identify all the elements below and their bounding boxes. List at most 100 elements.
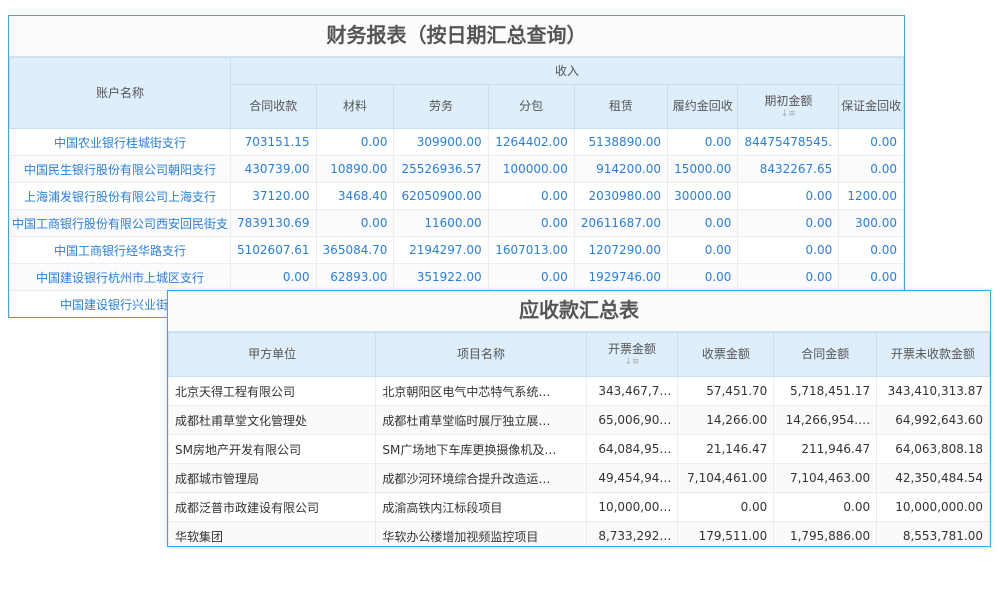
sort-icon[interactable]: ↓≡ [624, 357, 640, 367]
table-row[interactable]: 中国工商银行股份有限公司西安回民街支 7839130.69 0.00 11600.00… [9, 209, 904, 237]
column-header[interactable]: 开票金额 ↓≡ [585, 332, 679, 377]
amount-cell: 0.00 [667, 209, 739, 237]
column-header-label: 合同金额 [801, 347, 850, 361]
sort-icon[interactable]: ↓≡ [780, 109, 796, 119]
amount-cell: 14,266,954.… [773, 405, 878, 435]
amount-cell: 10,000,00… [585, 492, 679, 522]
amount-cell: 343,410,313.87 [876, 376, 990, 406]
amount-cell: 42,350,484.54 [876, 463, 990, 493]
amount-cell: 309900.00 [393, 128, 489, 156]
client-cell: 成都城市管理局 [168, 463, 377, 493]
column-header[interactable]: 收票金额 [677, 332, 775, 377]
amount-cell: 8432267.65 [737, 155, 840, 183]
amount-cell: 64,992,643.60 [876, 405, 990, 435]
amount-cell: 21,146.47 [677, 434, 775, 464]
amount-cell: 703151.15 [230, 128, 317, 156]
amount-cell: 5138890.00 [573, 128, 669, 156]
receivable-table: 甲方单位 项目名称 开票金额 ↓≡ 收票金额 合同金额 开票未收款金额 北京天得工程有限公司… [168, 332, 990, 546]
account-name-cell[interactable]: 上海浦发银行股份有限公司上海支行 [9, 182, 232, 210]
amount-cell: 0.00 [487, 263, 575, 291]
amount-cell: 0.00 [667, 236, 739, 264]
table-row[interactable]: 中国建设银行杭州市上城区支行 0.00 62893.00 351922.00 0.00 1… [9, 263, 904, 291]
column-header-label: 开票未收款金额 [891, 347, 976, 361]
amount-cell: 0.00 [667, 128, 739, 156]
column-header[interactable]: 劳务 [393, 84, 489, 129]
amount-cell: 7839130.69 [230, 209, 317, 237]
amount-cell: 49,454,94… [585, 463, 679, 493]
project-cell: 华软办公楼增加视频监控项目 [375, 521, 587, 546]
amount-cell: 1200.00 [838, 182, 904, 210]
table-row[interactable]: 成都城市管理局 成都沙河环境综合提升改造运… 49,454,94… 7,104,461… [168, 463, 990, 493]
amount-cell: 57,451.70 [677, 376, 775, 406]
amount-cell: 84475478545. [737, 128, 840, 156]
amount-cell: 100000.00 [487, 155, 575, 183]
column-header[interactable]: 合同金额 [773, 332, 878, 377]
table-row[interactable]: 中国民生银行股份有限公司朝阳支行 430739.00 10890.00 2552693… [9, 155, 904, 183]
amount-cell: 8,733,292… [585, 521, 679, 546]
project-cell: 成渝高铁内江标段项目 [375, 492, 587, 522]
amount-cell: 0.00 [315, 209, 395, 237]
amount-cell: 0.00 [230, 263, 317, 291]
amount-cell: 7,104,463.00 [773, 463, 878, 493]
amount-cell: 0.00 [737, 263, 840, 291]
amount-cell: 5102607.61 [230, 236, 317, 264]
column-header[interactable]: 材料 [315, 84, 395, 129]
column-header[interactable]: 租赁 [573, 84, 669, 129]
amount-cell: 0.00 [667, 263, 739, 291]
amount-cell: 10890.00 [315, 155, 395, 183]
project-cell: 成都杜甫草堂临时展厅独立展… [375, 405, 587, 435]
amount-cell: 5,718,451.17 [773, 376, 878, 406]
table-row[interactable]: 上海浦发银行股份有限公司上海支行 37120.00 3468.40 62050900.… [9, 182, 904, 210]
amount-cell: 365084.70 [315, 236, 395, 264]
column-header-label: 分包 [519, 99, 544, 113]
receivable-summary-panel: 应收款汇总表 甲方单位 项目名称 开票金额 ↓≡ 收票金额 合同金额 开票未收款金额 北京天… [167, 290, 991, 547]
project-cell: 北京朝阳区电气中芯特气系统… [375, 376, 587, 406]
amount-cell: 14,266.00 [677, 405, 775, 435]
amount-cell: 0.00 [315, 128, 395, 156]
column-header[interactable]: 甲方单位 [168, 332, 377, 377]
amount-cell: 1929746.00 [573, 263, 669, 291]
table-row[interactable]: SM房地产开发有限公司 SM广场地下车库更换摄像机及… 64,084,95… 21,1… [168, 434, 990, 464]
table-row[interactable]: 华软集团 华软办公楼增加视频监控项目 8,733,292… 179,511.00 1,7… [168, 521, 990, 546]
amount-cell: 1207290.00 [573, 236, 669, 264]
amount-cell: 7,104,461.00 [677, 463, 775, 493]
amount-cell: 65,006,90… [585, 405, 679, 435]
column-header-label: 开票金额 [607, 342, 656, 356]
account-name-cell[interactable]: 中国农业银行桂城街支行 [9, 128, 232, 156]
table-row[interactable]: 中国农业银行桂城街支行 703151.15 0.00 309900.00 1264402… [9, 128, 904, 156]
table-row[interactable]: 成都杜甫草堂文化管理处 成都杜甫草堂临时展厅独立展… 65,006,90… 14,26… [168, 405, 990, 435]
account-name-cell[interactable]: 中国工商银行经华路支行 [9, 236, 232, 264]
amount-cell: 0.00 [838, 263, 904, 291]
column-header-label: 履约金回收 [672, 99, 733, 113]
column-header[interactable]: 项目名称 [375, 332, 587, 377]
amount-cell: 351922.00 [393, 263, 489, 291]
column-header[interactable]: 履约金回收 [667, 84, 739, 129]
account-name-cell[interactable]: 中国民生银行股份有限公司朝阳支行 [9, 155, 232, 183]
amount-cell: 62893.00 [315, 263, 395, 291]
column-header[interactable]: 分包 [487, 84, 575, 129]
column-header[interactable]: 合同收款 [230, 84, 317, 129]
amount-cell: 914200.00 [573, 155, 669, 183]
client-cell: SM房地产开发有限公司 [168, 434, 377, 464]
table-row[interactable]: 成都泛普市政建设有限公司 成渝高铁内江标段项目 10,000,00… 0.00 0.00… [168, 492, 990, 522]
amount-cell: 8,553,781.00 [876, 521, 990, 546]
amount-cell: 15000.00 [667, 155, 739, 183]
column-header[interactable]: 保证金回收 [838, 84, 904, 129]
amount-cell: 1,795,886.00 [773, 521, 878, 546]
column-header-label: 保证金回收 [841, 99, 902, 113]
column-header[interactable]: 期初金额 ↓≡ [737, 84, 840, 129]
project-cell: SM广场地下车库更换摄像机及… [375, 434, 587, 464]
column-header-label: 合同收款 [249, 99, 298, 113]
client-cell: 北京天得工程有限公司 [168, 376, 377, 406]
account-name-cell[interactable]: 中国建设银行杭州市上城区支行 [9, 263, 232, 291]
client-cell: 成都泛普市政建设有限公司 [168, 492, 377, 522]
amount-cell: 37120.00 [230, 182, 317, 210]
table-row[interactable]: 北京天得工程有限公司 北京朝阳区电气中芯特气系统… 343,467,7… 57,451… [168, 376, 990, 406]
column-header-label: 项目名称 [456, 347, 505, 361]
account-name-cell[interactable]: 中国工商银行股份有限公司西安回民街支 [9, 209, 232, 237]
amount-cell: 211,946.47 [773, 434, 878, 464]
column-header-label: 甲方单位 [248, 347, 297, 361]
table-row[interactable]: 中国工商银行经华路支行 5102607.61 365084.70 2194297.00… [9, 236, 904, 264]
finance-report-panel: 财务报表（按日期汇总查询） 账户名称 收入 合同收款 材料 劳务 分包 租赁 履约金回收 期初… [8, 15, 905, 318]
column-header[interactable]: 开票未收款金额 [876, 332, 990, 377]
